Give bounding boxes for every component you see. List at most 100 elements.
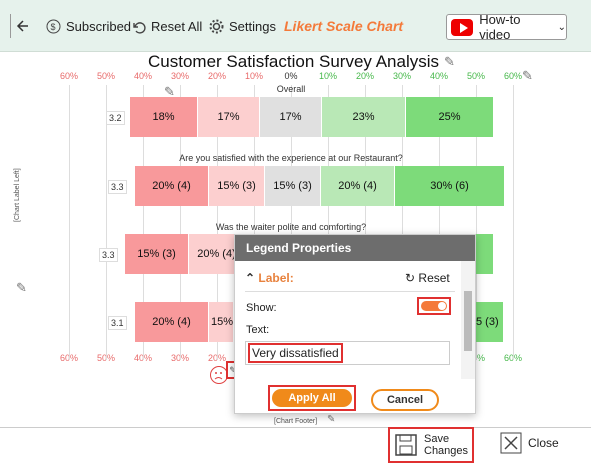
axis-top: 60% 50% 40% 30% 20% 10% 0% 10% 20% 30% 40% 50% 60% (0, 71, 591, 85)
bar-segment[interactable]: 5 (3) (476, 302, 504, 342)
subscribed-label: Subscribed (66, 18, 132, 34)
question-label[interactable]: Was the waiter polite and comforting? (215, 222, 367, 232)
howto-label: How-to video (479, 12, 521, 42)
gridline (106, 85, 107, 360)
axis-tick-label: 50% (466, 71, 486, 81)
gridline (291, 85, 292, 360)
edit-bar-icon[interactable]: ✎ (164, 84, 175, 99)
average-score: 3.3 (108, 180, 127, 194)
subscribed-button[interactable]: $ Subscribed (46, 0, 131, 52)
toolbar: $ Subscribed Reset All Settings Likert S… (0, 0, 591, 52)
axis-tick-label: 20% (207, 71, 227, 81)
dialog-footer: Apply All Cancel (235, 381, 475, 413)
bar-segment[interactable]: 18% (130, 97, 198, 137)
legend-text-input[interactable]: Very dissatisfied (245, 341, 450, 365)
reset-label: Reset (418, 271, 450, 285)
chevron-down-icon: ⌄ (557, 21, 566, 33)
bar-segment[interactable]: 15% (3) (265, 166, 321, 206)
close-button[interactable]: Close (500, 432, 559, 454)
question-label[interactable]: Overall (276, 84, 306, 94)
gridline (365, 85, 366, 360)
dollar-icon: $ (46, 19, 61, 33)
show-label: Show: (246, 302, 277, 314)
gridline (217, 85, 218, 360)
axis-tick-label: 60% (503, 71, 523, 81)
gridline (476, 85, 477, 360)
svg-text:$: $ (51, 22, 56, 32)
chevron-up-icon: ⌃ (245, 271, 256, 285)
axis-tick-label: 40% (429, 71, 449, 81)
back-button[interactable] (16, 0, 35, 52)
bar-segment[interactable]: 20% (4) (321, 166, 395, 206)
axis-tick-label: 10% (244, 71, 264, 81)
settings-button[interactable]: Settings (209, 0, 276, 52)
show-toggle[interactable] (417, 297, 451, 315)
legend-text-value: Very dissatisfied (248, 343, 343, 363)
bar-segment[interactable]: 17% (198, 97, 260, 137)
label-section-toggle[interactable]: ⌃ Label: (245, 271, 294, 285)
likert-title: Likert Scale Chart (284, 18, 404, 34)
divider (245, 291, 455, 292)
apply-all-button[interactable]: Apply All (268, 385, 356, 411)
close-icon (500, 432, 522, 454)
gridline (439, 85, 440, 360)
gridline (143, 85, 144, 360)
gridline (254, 85, 255, 360)
bar-segment[interactable]: 23% (322, 97, 406, 137)
question-label[interactable]: Are you satisfied with the experience at… (179, 153, 403, 163)
gridline (69, 85, 70, 360)
bar-segment[interactable]: 20% (4) (135, 166, 209, 206)
axis-tick-label: 40% (133, 71, 153, 81)
toolbar-divider (10, 14, 11, 38)
reset-button[interactable]: ↻ Reset (405, 271, 450, 285)
text-label: Text: (246, 324, 270, 336)
label-section-title: Label: (258, 271, 294, 285)
bar-segment[interactable]: 15% (209, 302, 234, 342)
bar-segment[interactable]: 30% (6) (395, 166, 505, 206)
chart-side-label[interactable]: [Chart Label Left] (14, 168, 21, 222)
legend-properties-dialog: Legend Properties ⌃ Label: ↻ Reset Show:… (234, 234, 476, 414)
chart-title[interactable]: Customer Satisfaction Survey Analysis (148, 52, 440, 71)
edit-footer-icon[interactable]: ✎ (327, 414, 336, 425)
bar-segment[interactable]: 15% (3) (209, 166, 265, 206)
bar-segment[interactable]: 20% (4) (135, 302, 209, 342)
floppy-disk-icon (395, 434, 417, 456)
dialog-body: ⌃ Label: ↻ Reset Show: Text: Very dissat… (235, 261, 461, 379)
bar-segment[interactable]: 15% (3) (125, 234, 189, 274)
chart-footer-label[interactable]: [Chart Footer] (274, 418, 318, 425)
reset-all-button[interactable]: Reset All (131, 0, 202, 52)
axis-tick-label: 60% (59, 71, 79, 81)
save-changes-label: Save Changes (424, 433, 469, 457)
edit-title-icon[interactable]: ✎ (444, 54, 455, 69)
axis-tick-label: 20% (355, 71, 375, 81)
dialog-scrollbar[interactable] (461, 261, 475, 379)
axis-tick-label: 30% (170, 71, 190, 81)
edit-side-label-icon[interactable]: ✎ (16, 280, 27, 295)
howto-dropdown[interactable]: How-to video ⌄ (446, 12, 567, 42)
undo-icon: ↻ (405, 271, 416, 285)
average-score: 3.1 (108, 316, 127, 330)
gridline (180, 85, 181, 360)
bar-segment[interactable]: 17% (260, 97, 322, 137)
bar-segment[interactable]: 25% (406, 97, 494, 137)
cancel-button[interactable]: Cancel (371, 389, 439, 411)
apply-all-label: Apply All (272, 389, 352, 407)
reset-all-label: Reset All (151, 18, 203, 34)
settings-label: Settings (229, 18, 276, 34)
gear-icon (209, 19, 224, 33)
gridline (328, 85, 329, 360)
close-label: Close (528, 436, 559, 450)
axis-tick-label: 50% (96, 71, 116, 81)
youtube-icon (451, 18, 474, 36)
axis-tick-label: 30% (392, 71, 412, 81)
edit-axis-icon[interactable]: ✎ (522, 68, 533, 83)
save-changes-button[interactable]: Save Changes (388, 427, 474, 463)
gridline (402, 85, 403, 360)
bottom-divider (0, 427, 591, 428)
arrow-left-icon (16, 20, 28, 32)
dialog-title: Legend Properties (235, 235, 475, 261)
average-score: 3.3 (99, 248, 118, 262)
gridline (513, 85, 514, 360)
undo-icon (133, 21, 146, 34)
axis-tick-label: 0% (284, 71, 298, 81)
